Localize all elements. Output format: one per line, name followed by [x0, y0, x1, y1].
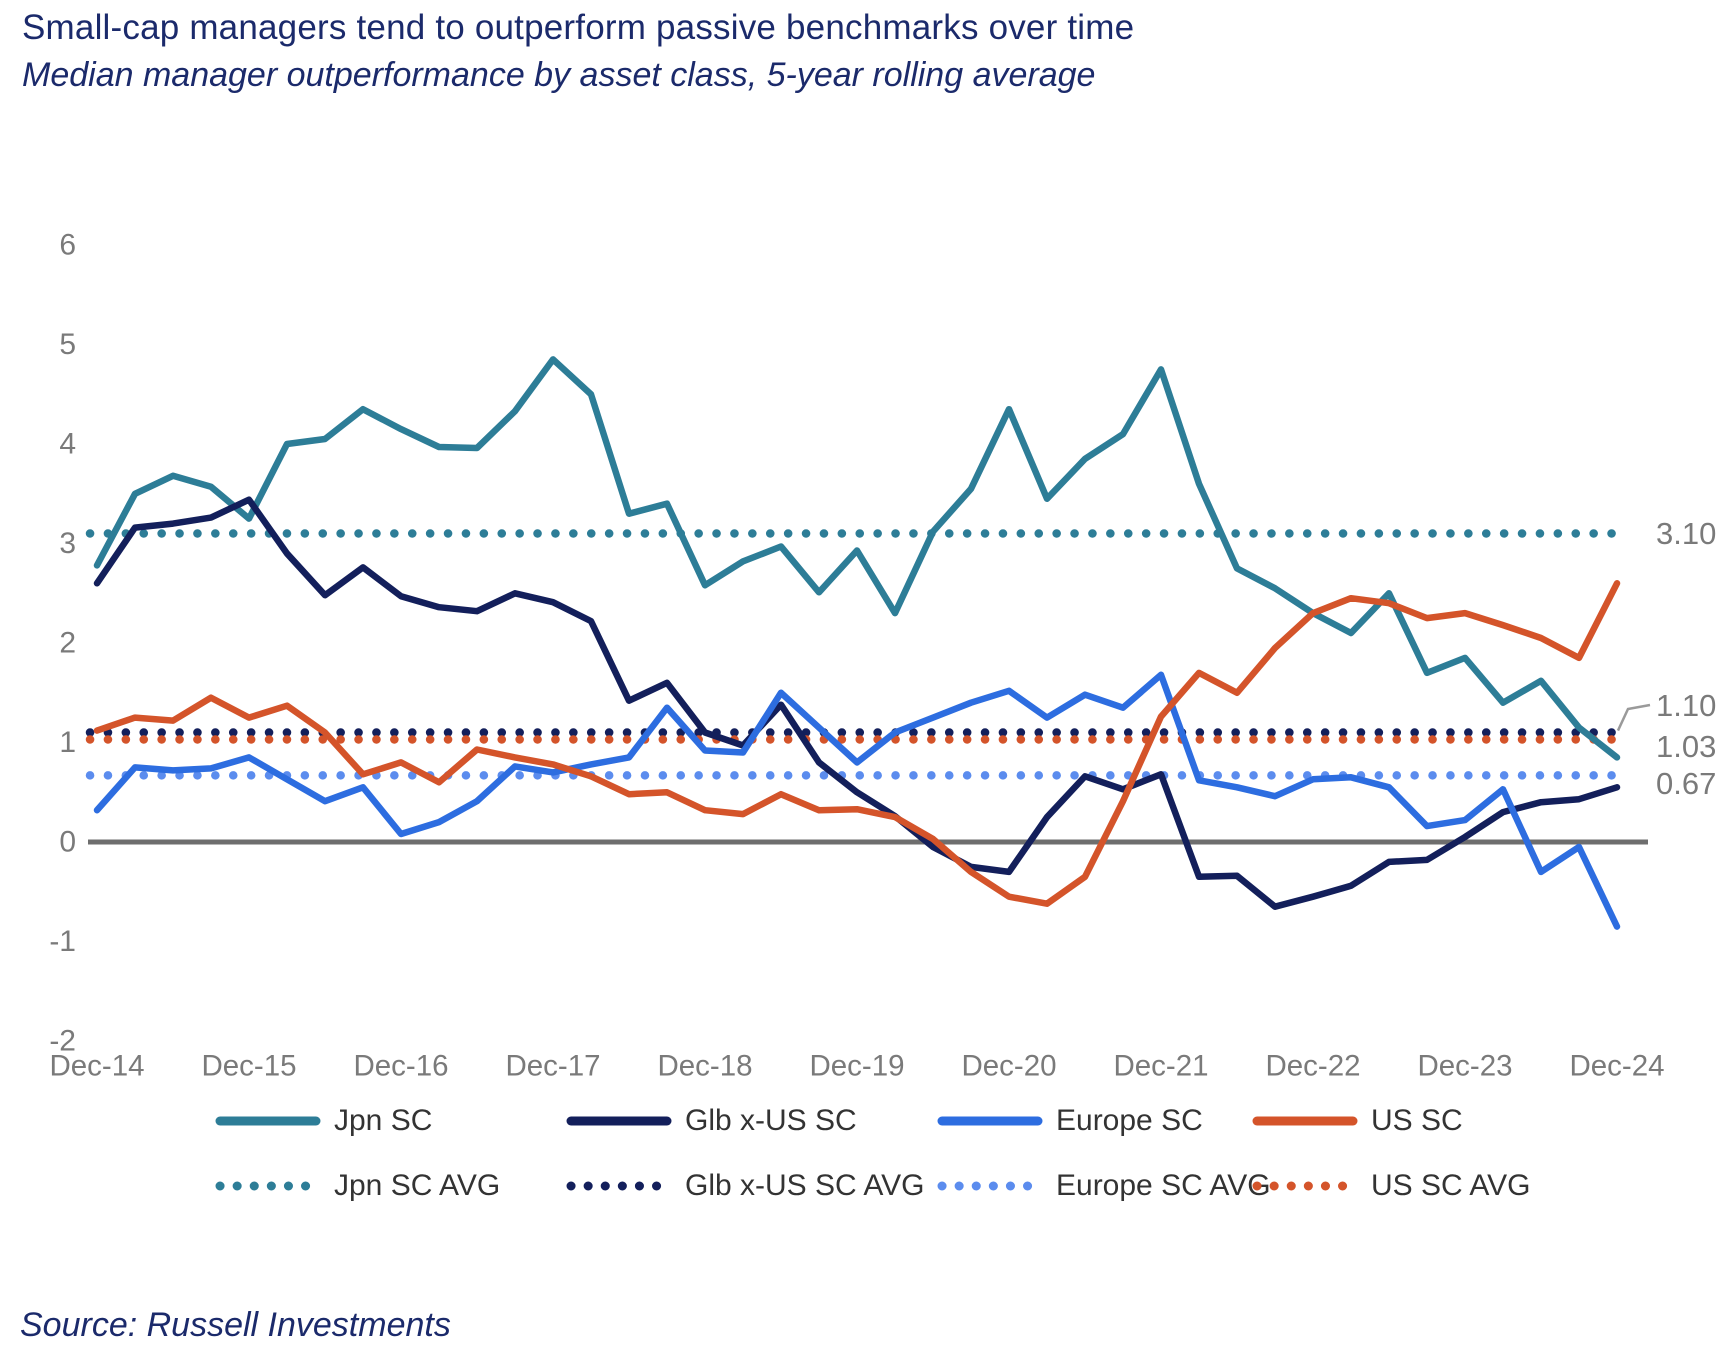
legend-item-glb-x-us-sc: Glb x-US SC — [566, 1101, 857, 1141]
legend-dotted-swatch-icon — [937, 1181, 1043, 1191]
series-line-us-sc — [93, 580, 1621, 907]
legend-label: US SC AVG — [1371, 1169, 1531, 1202]
y-axis-tick-label: -1 — [49, 925, 76, 958]
legend-solid-row: Jpn SC Glb x-US SC Europe SC US SC — [0, 1101, 1734, 1141]
y-axis-tick-label: -2 — [49, 1025, 76, 1058]
source-note: Source: Russell Investments — [20, 1306, 451, 1344]
legend-label: Europe SC — [1056, 1104, 1203, 1137]
legend-dotted-swatch-icon — [215, 1181, 321, 1191]
legend-label: Glb x-US SC AVG — [685, 1169, 925, 1202]
legend-line-swatch-icon — [1252, 1116, 1358, 1126]
x-axis-tick-label: Dec-16 — [353, 1050, 448, 1083]
x-axis-tick-label: Dec-24 — [1569, 1050, 1664, 1083]
legend-label: US SC — [1371, 1104, 1463, 1137]
legend-avg-row: Jpn SC AVG Glb x-US SC AVG Europe SC AVG US… — [0, 1166, 1734, 1206]
legend-item-glb-x-us-sc-avg: Glb x-US SC AVG — [566, 1166, 925, 1206]
y-axis-tick-label: 1 — [59, 726, 76, 759]
x-axis-tick-label: Dec-19 — [809, 1050, 904, 1083]
y-axis-tick-label: 0 — [59, 826, 76, 859]
x-axis-tick-label: Dec-22 — [1265, 1050, 1360, 1083]
legend-item-jpn-sc: Jpn SC — [215, 1101, 432, 1141]
x-axis-tick-label: Dec-21 — [1113, 1050, 1208, 1083]
series-line-jpn-sc — [93, 356, 1621, 761]
legend-item-jpn-sc-avg: Jpn SC AVG — [215, 1166, 500, 1206]
legend-label: Glb x-US SC — [685, 1104, 857, 1137]
legend-label: Jpn SC AVG — [334, 1169, 501, 1202]
legend-label: Jpn SC — [334, 1104, 433, 1137]
legend-line-swatch-icon — [215, 1116, 321, 1126]
x-axis-tick-label: Dec-15 — [201, 1050, 296, 1083]
x-axis-tick-label: Dec-20 — [961, 1050, 1056, 1083]
y-axis-tick-label: 2 — [59, 627, 76, 660]
legend-item-europe-sc: Europe SC — [937, 1101, 1203, 1141]
y-axis-tick-label: 6 — [59, 229, 76, 262]
series-line-europe-sc — [93, 671, 1621, 930]
y-axis-tick-label: 4 — [59, 428, 76, 461]
avg-label-leader-line — [1616, 703, 1651, 732]
y-axis-tick-label: 5 — [59, 328, 76, 361]
legend-line-swatch-icon — [566, 1116, 672, 1126]
legend-item-europe-sc-avg: Europe SC AVG — [937, 1166, 1271, 1206]
page-title: Small-cap managers tend to outperform pa… — [22, 8, 1135, 47]
legend-dotted-swatch-icon — [566, 1181, 672, 1191]
legend-label: Europe SC AVG — [1056, 1169, 1271, 1202]
avg-value-label-0-67: 0.67 — [1656, 766, 1716, 801]
legend-line-swatch-icon — [937, 1116, 1043, 1126]
avg-value-label-1-03: 1.03 — [1656, 729, 1716, 764]
legend-dotted-swatch-icon — [1252, 1181, 1358, 1191]
legend-item-us-sc: US SC — [1252, 1101, 1463, 1141]
x-axis-tick-label: Dec-14 — [49, 1050, 144, 1083]
avg-value-label-1-10: 1.10 — [1656, 688, 1716, 723]
x-axis-tick-label: Dec-18 — [657, 1050, 752, 1083]
y-axis-tick-label: 3 — [59, 527, 76, 560]
x-axis-tick-label: Dec-17 — [505, 1050, 600, 1083]
series-line-glb-x-us-sc — [93, 496, 1621, 910]
avg-value-label-3-10: 3.10 — [1656, 516, 1716, 551]
legend-item-us-sc-avg: US SC AVG — [1252, 1166, 1531, 1206]
x-axis-tick-label: Dec-23 — [1417, 1050, 1512, 1083]
page-subtitle: Median manager outperformance by asset c… — [22, 56, 1096, 94]
